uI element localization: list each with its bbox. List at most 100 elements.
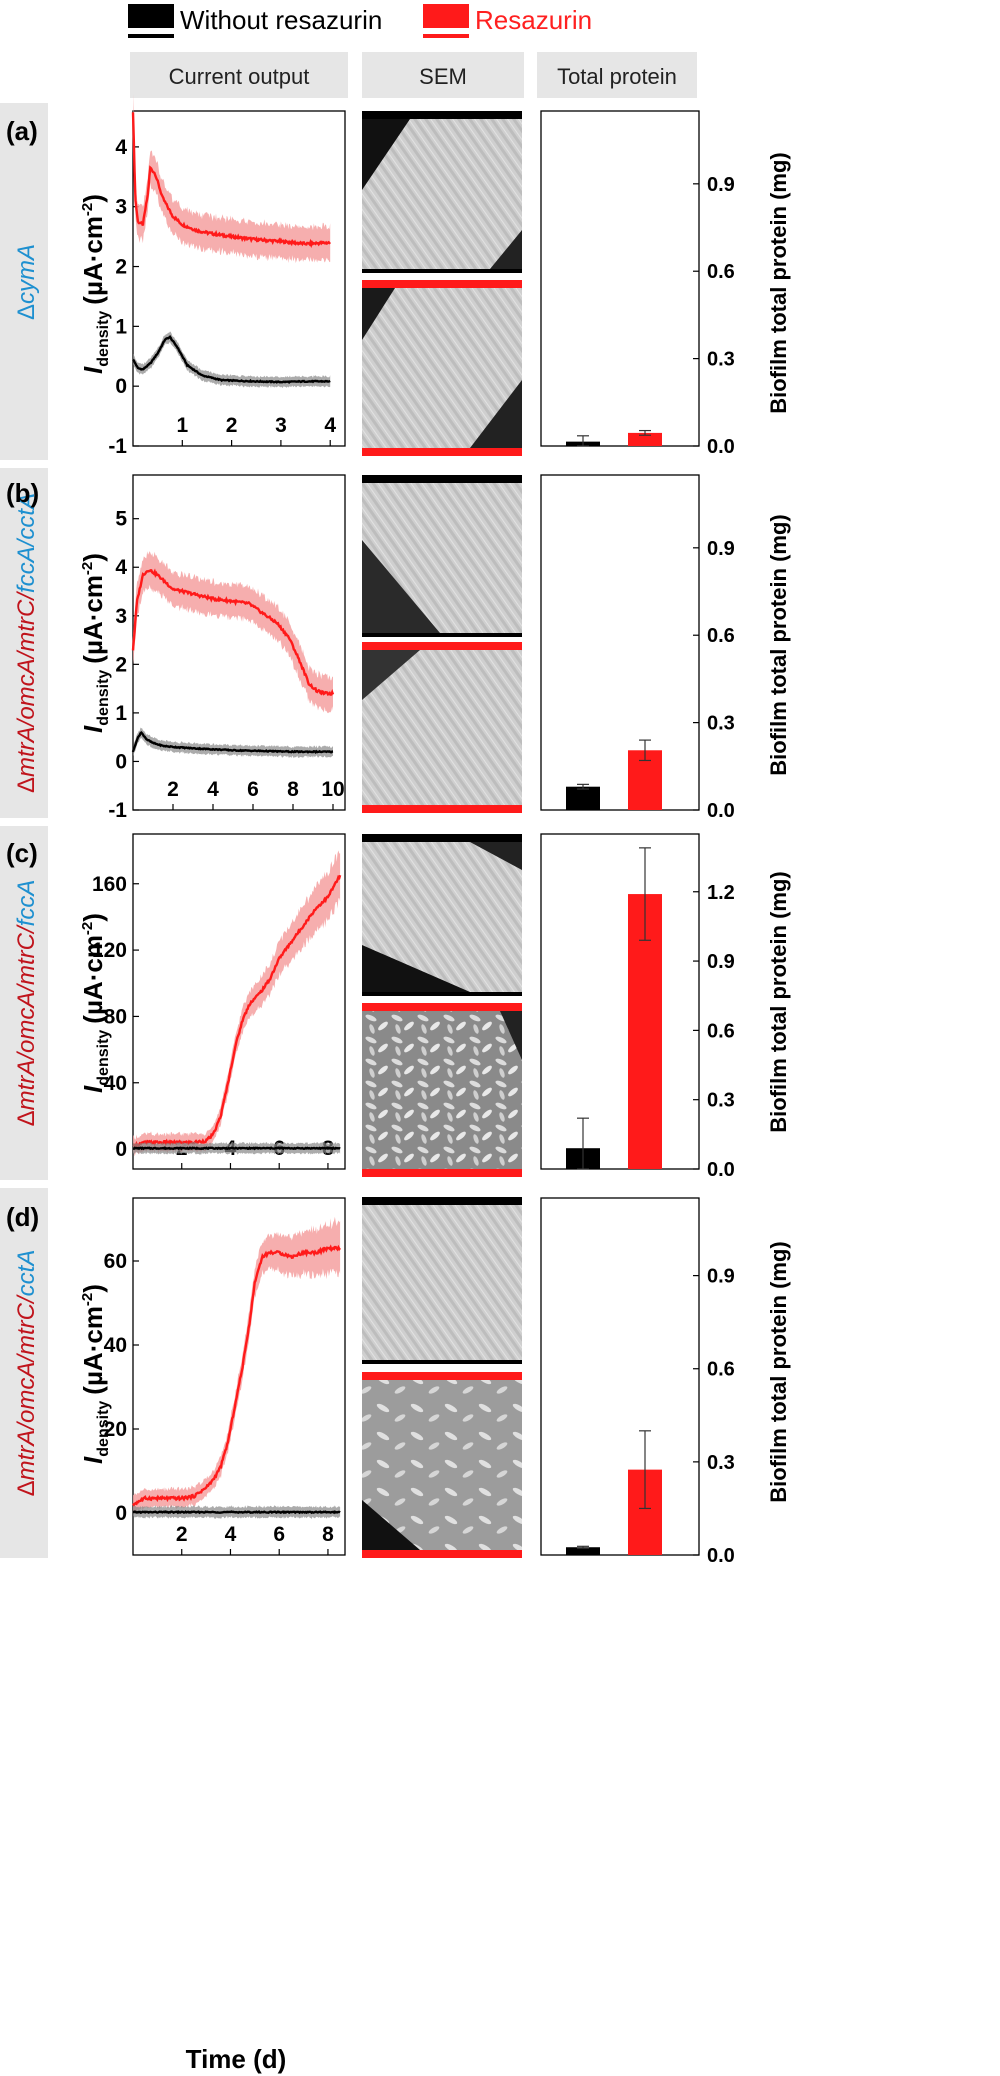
protein-ytick-label-a-2: 0.6 [707,261,735,283]
sem-a-black-bar [362,111,522,119]
sem-b-red-bar [362,642,522,650]
column-headers: Current output SEM Total protein [130,52,697,98]
sem-b-black-bottom [362,633,522,637]
ylabel-c-sub: density [95,1030,112,1086]
header-protein: Total protein [557,64,677,89]
sem-c-red-bar [362,1003,522,1011]
xtick-label-b-0: 2 [167,778,179,801]
header-current: Current output [169,64,310,89]
strain-b-mtrc: mtrC/ [13,591,40,652]
legend: Without resazurin Resazurin [128,4,592,38]
protein-chart-a: 0.0 0.3 0.6 0.9 [540,110,735,458]
side-bg-c [0,826,48,1180]
protein-ytick-label-b-2: 0.6 [707,625,735,647]
series-line-b-resazurin [131,568,335,696]
protein-ytick-label-b-3: 0.9 [707,538,735,560]
sem-c-black-bar [362,834,522,842]
y-label-protein-d: Biofilm total protein (mg) [766,1241,791,1503]
ytick-label-c-1: 40 [104,1072,127,1095]
current-frame-c [132,833,346,1170]
protein-ytick-label-d-3: 0.9 [707,1266,735,1288]
current-frame-b [132,474,346,811]
ytick-label-c-0: 0 [115,1138,127,1161]
sem-d-without-image [362,1205,522,1360]
ylabel-a-sub: density [95,311,112,367]
sem-a-without-dark2 [490,230,522,269]
side-bg-b [0,468,48,818]
y-label-protein-b: Biofilm total protein (mg) [766,514,791,776]
protein-bar-a-resazurin [628,432,662,446]
protein-ytick-label-a-0: 0.0 [707,436,735,458]
svg-text:Idensity(µA·cm-2): Idensity (µA·cm-2) [78,913,112,1093]
protein-frame-d [540,1197,700,1556]
sem-d-with-dark [362,1500,420,1550]
xtick-label-d-2: 6 [273,1523,285,1546]
strain-label-c: ΔmtrA/omcA/mtrC/fccA [13,880,40,1127]
series-band-d-resazurin [133,1216,341,1514]
protein-frame-c [540,833,700,1170]
header-sem: SEM [419,64,467,89]
strain-d-mtrc: mtrC/ [13,1294,40,1355]
ytick-label-b-4: 3 [115,605,127,628]
protein-bar-b-without [566,786,600,810]
current-frame-a [132,110,346,447]
y-label-current-b: Idensity (µA·cm-2) [78,553,112,733]
ylabel-c-close: ) [78,913,108,922]
ytick-label-a-5: 4 [115,136,127,159]
current-chart-d: 0 20 40 60 2 4 6 8 [104,1197,346,1556]
strain-c-mtra: mtrA/ [13,1051,40,1111]
strain-d-omca: omcA/ [13,1353,40,1423]
xtick-label-a-1: 2 [226,414,238,437]
ytick-label-b-3: 2 [115,653,127,676]
ytick-label-a-4: 3 [115,196,127,219]
current-chart-b: -1 0 1 2 3 4 5 2 4 6 8 10 [108,474,346,822]
ylabel-a-exp: -2 [79,203,96,216]
xtick-label-a-2: 3 [275,414,287,437]
series-line-d-without [133,1510,341,1515]
side-bg-d [0,1188,48,1558]
strain-label-d: ΔmtrA/omcA/mtrC/cctA [13,1250,40,1497]
ylabel-b-unit: (µA·cm [78,575,108,664]
strain-d-delta: Δ [13,1480,40,1496]
ytick-label-b-1: 0 [115,750,127,773]
protein-ytick-label-a-1: 0.3 [707,349,735,371]
ytick-label-b-2: 1 [115,702,127,725]
ytick-label-d-2: 40 [104,1334,127,1357]
sem-a-red-bottom [362,448,522,456]
protein-ytick-label-c-4: 1.2 [707,882,735,904]
protein-ytick-label-c-2: 0.6 [707,1020,735,1042]
sem-a-without-dark [362,119,410,190]
strain-label-a: ΔcymA [13,244,40,320]
strain-c-fcca: fccA [13,880,40,927]
ytick-label-a-2: 1 [115,315,127,338]
svg-text:Idensity(µA·cm-2): Idensity (µA·cm-2) [78,553,112,733]
series-line-a-resazurin [131,112,331,249]
ytick-label-b-6: 5 [115,508,127,531]
panel-letter-d: (d) [6,1202,39,1232]
panel-letter-a: (a) [6,116,38,146]
strain-label-b: ΔmtrA/omcA/mtrC/fccA/cctA [13,493,40,793]
ytick-label-c-4: 160 [92,873,127,896]
ylabel-d-unit: (µA·cm [78,1306,108,1395]
y-label-current-d: Idensity (µA·cm-2) [78,1284,112,1464]
charts: -1 0 1 2 3 4 1 2 3 4 0.0 0.3 0.6 0.9 -1 0 1 2 3 4 5 2 4 6 8 10 0.0… [92,93,735,1567]
sem-b-without-dark [362,540,440,633]
y-label-current-a: Idensity (µA·cm-2) [78,194,112,374]
sem-b-black-bar [362,475,522,483]
protein-chart-c: 0.0 0.3 0.6 0.9 1.2 [540,833,735,1181]
x-axis-label: Time (d) [186,2044,287,2074]
header-protein-bg [537,52,697,98]
sem-d-red-bottom [362,1550,522,1558]
protein-ytick-label-c-0: 0.0 [707,1159,735,1181]
xtick-label-b-1: 4 [207,778,219,801]
legend-line-without [128,34,174,38]
strain-b-fcca: fccA/ [13,537,40,593]
ylabel-a-close: ) [78,194,108,203]
svg-text:Idensity(µA·cm-2): Idensity (µA·cm-2) [78,194,112,374]
series-line-a-without [132,334,331,384]
panel-letter-b: (b) [6,478,39,508]
y-label-protein-c: Biofilm total protein (mg) [766,871,791,1133]
protein-chart-d: 0.0 0.3 0.6 0.9 [540,1197,735,1567]
sem-d-with-image [362,1380,522,1550]
